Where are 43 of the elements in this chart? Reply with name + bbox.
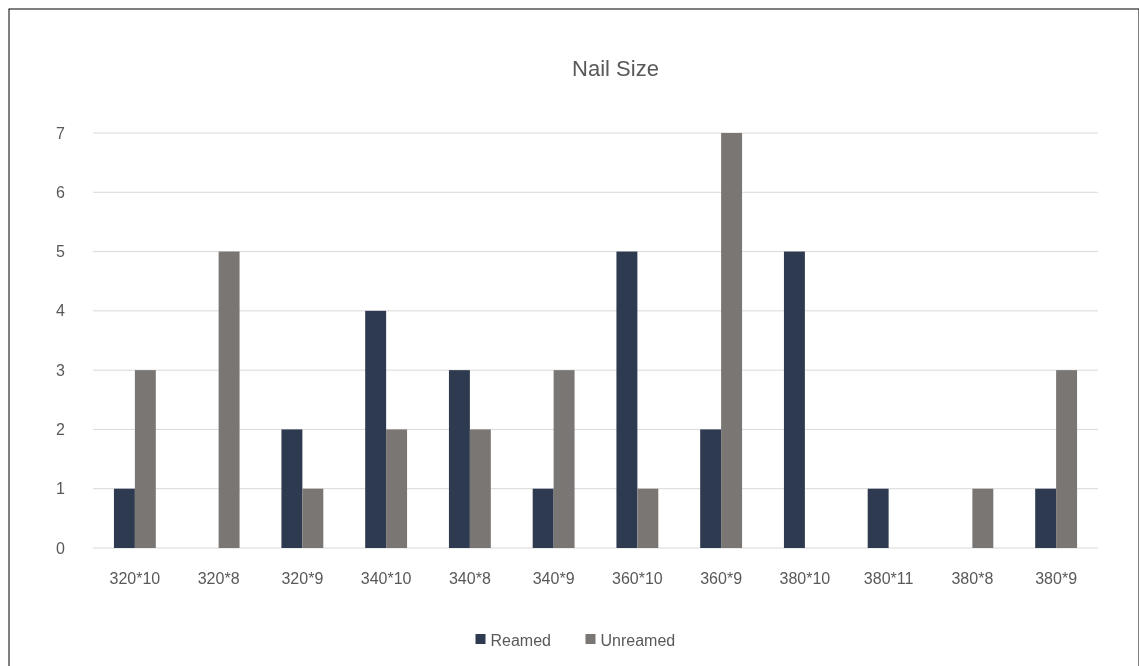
bar [113, 488, 135, 548]
x-tick-label: 360*9 [700, 570, 743, 587]
legend-label: Reamed [490, 631, 551, 649]
bar [469, 429, 491, 548]
bar [553, 370, 575, 548]
bar [721, 133, 743, 548]
x-tick-label: 320*10 [109, 570, 161, 587]
x-tick-label: 380*8 [951, 570, 994, 587]
legend-label: Unreamed [600, 631, 676, 649]
bar [783, 251, 805, 548]
x-tick-label: 340*10 [360, 570, 412, 587]
bar [867, 488, 889, 548]
y-tick-label: 2 [56, 421, 66, 439]
bar [532, 488, 554, 548]
y-tick-label: 3 [56, 361, 66, 379]
bar [218, 251, 240, 548]
bar [637, 488, 659, 548]
x-tick-label: 380*10 [779, 570, 831, 587]
x-tick-label: 360*10 [612, 570, 663, 587]
bar [616, 251, 638, 548]
y-tick-label: 1 [56, 480, 66, 498]
y-tick-label: 4 [56, 302, 66, 320]
bar [700, 429, 722, 548]
y-tick-label: 5 [56, 243, 66, 261]
bar [281, 429, 303, 548]
x-tick-label: 340*8 [448, 570, 491, 587]
x-tick-label: 320*9 [281, 570, 324, 587]
bar [365, 310, 387, 548]
y-tick-label: 6 [56, 183, 66, 201]
bar [134, 370, 156, 548]
x-tick-label: 320*8 [197, 570, 240, 587]
y-tick-label: 0 [56, 539, 66, 557]
x-tick-label: 380*9 [1035, 570, 1078, 587]
chart-title: Nail Size [572, 56, 659, 81]
bar [448, 370, 470, 548]
y-tick-label: 7 [56, 124, 66, 142]
x-tick-label: 380*11 [863, 570, 914, 587]
x-tick-label: 340*9 [532, 570, 575, 587]
bar [386, 429, 408, 548]
bar [302, 488, 324, 548]
bar [1056, 370, 1078, 548]
bar [1035, 488, 1057, 548]
bar [972, 488, 994, 548]
